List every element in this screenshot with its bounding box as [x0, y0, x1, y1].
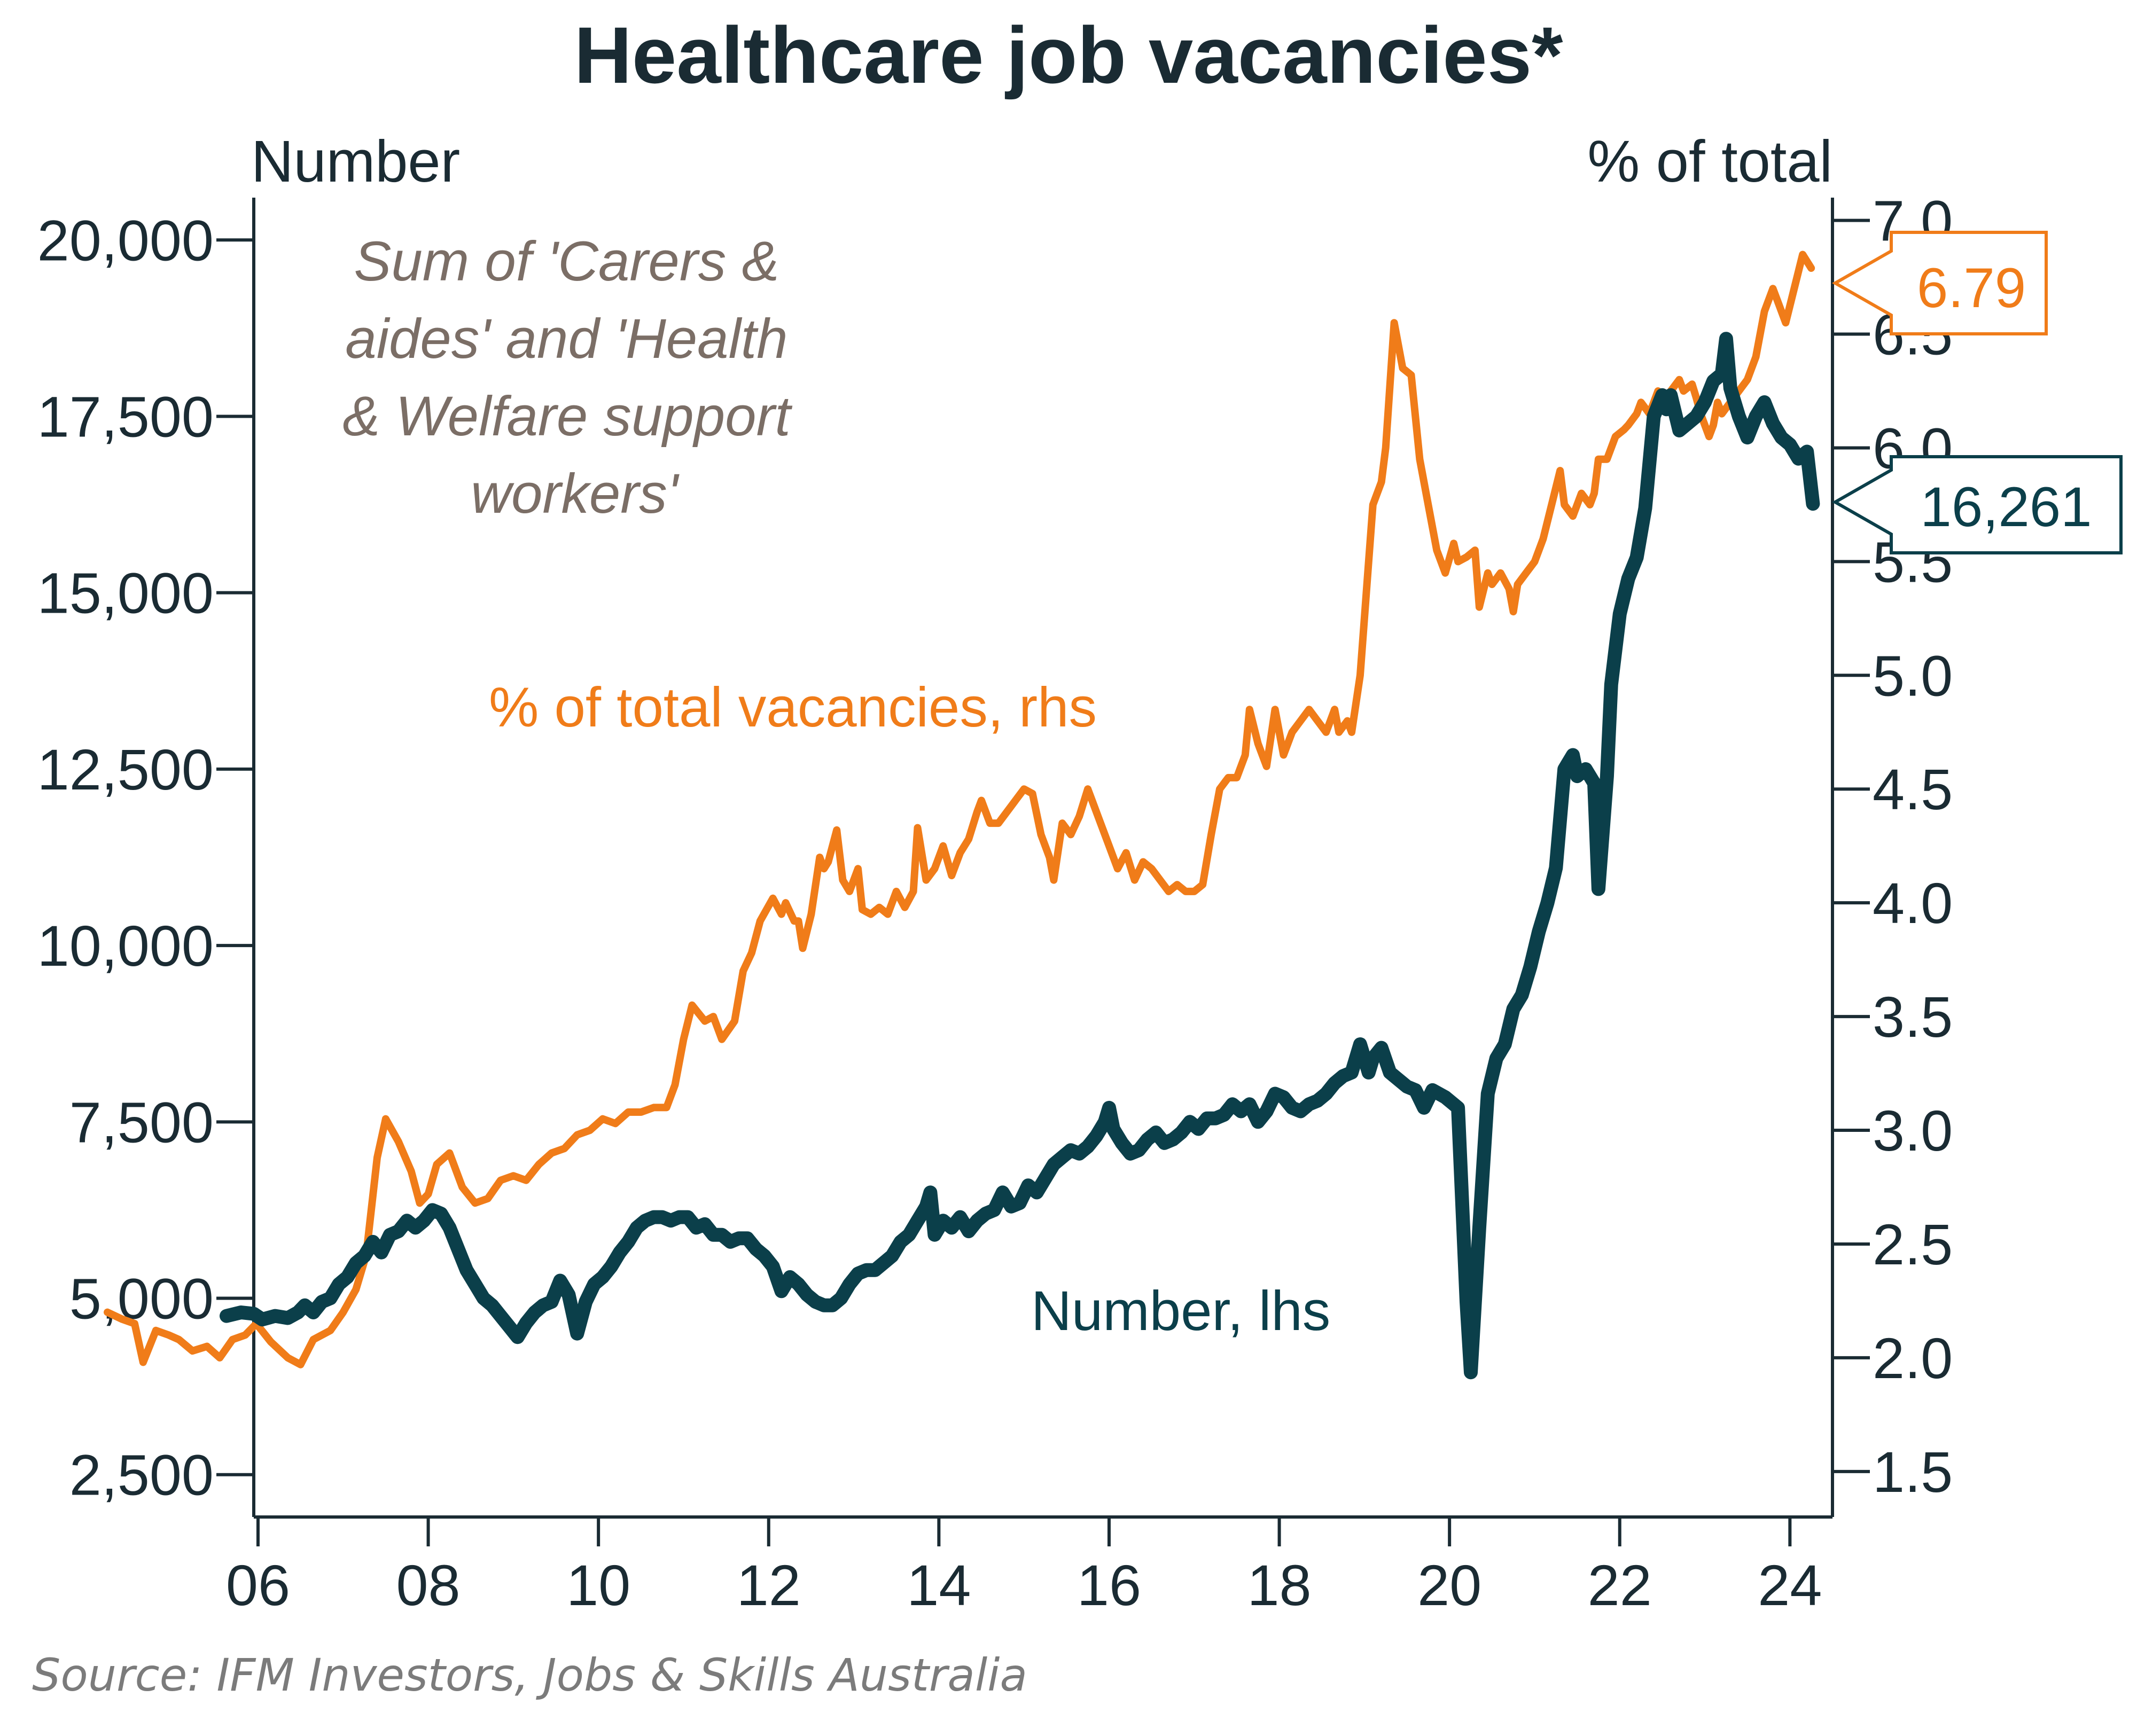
left-tick-label: 7,500	[69, 1090, 214, 1154]
x-tick-label: 22	[1588, 1553, 1652, 1617]
left-axis-label: Number	[251, 129, 460, 194]
right-tick-label: 1.5	[1873, 1440, 1953, 1504]
x-tick-label: 10	[566, 1553, 630, 1617]
annotation-note: Sum of 'Carers & aides' and 'Health & We…	[342, 230, 806, 525]
left-tick-label: 17,500	[37, 384, 214, 449]
right-tick-label: 2.5	[1873, 1212, 1953, 1277]
number-end-callout: 16,261	[1831, 455, 2123, 554]
x-tick-label: 06	[226, 1553, 290, 1617]
x-tick-label: 08	[396, 1553, 460, 1617]
x-tick-label: 20	[1417, 1553, 1481, 1617]
left-tick-label: 10,000	[37, 913, 214, 978]
left-tick-label: 12,500	[37, 737, 214, 802]
number-line	[220, 332, 1820, 1380]
x-tick-label: 24	[1758, 1553, 1822, 1617]
right-tick-label: 3.5	[1873, 984, 1953, 1049]
x-tick-label: 12	[737, 1553, 801, 1617]
left-axis: 2,500 5,000 7,500 10,000 12,500 15,000 17,500 2…	[37, 208, 254, 1507]
right-axis-label: % of total	[1587, 129, 1832, 194]
source-note: Source: IFM Investors, Jobs & Skills Aus…	[32, 1649, 1027, 1701]
pct-of-total-line	[104, 251, 1815, 1369]
pct-series-label: % of total vacancies, rhs	[489, 676, 1097, 739]
x-tick-label: 16	[1077, 1553, 1141, 1617]
left-tick-label: 5,000	[69, 1266, 214, 1331]
right-tick-label: 5.0	[1873, 643, 1953, 708]
number-series-label: Number, lhs	[1031, 1280, 1330, 1342]
number-end-value: 16,261	[1920, 476, 2092, 538]
chart-title: Healthcare job vacancies*	[574, 10, 1564, 100]
right-tick-label: 4.5	[1873, 757, 1953, 822]
x-tick-label: 18	[1247, 1553, 1311, 1617]
right-tick-label: 4.0	[1873, 871, 1953, 935]
left-tick-label: 15,000	[37, 561, 214, 625]
x-tick-label: 14	[907, 1553, 971, 1617]
left-tick-label: 20,000	[37, 208, 214, 272]
right-tick-label: 3.0	[1873, 1098, 1953, 1163]
left-tick-label: 2,500	[69, 1443, 214, 1507]
right-tick-label: 2.0	[1873, 1326, 1953, 1390]
x-axis: 06 08 10 12 14 16 18 20 22 24	[226, 1517, 1822, 1617]
pct-end-value: 6.79	[1917, 257, 2026, 319]
pct-end-callout: 6.79	[1831, 231, 2048, 335]
